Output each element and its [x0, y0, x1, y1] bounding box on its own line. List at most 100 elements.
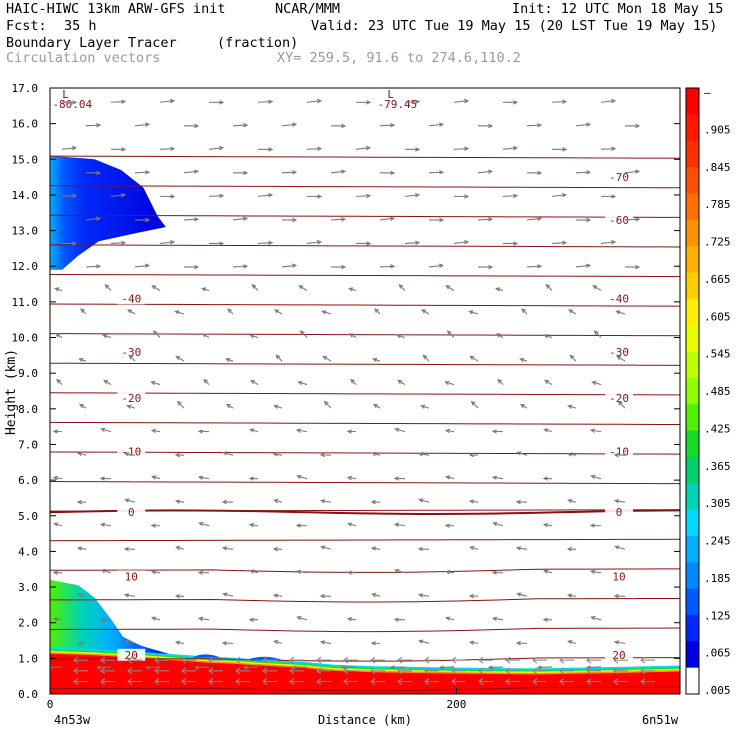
vector-shaft	[419, 640, 430, 644]
vector-head	[53, 522, 59, 527]
circulation-vector	[615, 310, 626, 315]
circulation-vector	[545, 283, 553, 291]
colorbar-segment	[686, 430, 699, 458]
vector-shaft	[591, 475, 602, 480]
circulation-vector	[257, 99, 274, 104]
vector-shaft	[297, 429, 308, 433]
circulation-vector	[516, 451, 528, 456]
vector-head	[346, 570, 352, 575]
circulation-vector	[76, 641, 87, 646]
colorbar-label: .485	[704, 385, 731, 398]
field-title: Boundary Layer Tracer	[6, 35, 177, 51]
circulation-vector	[393, 476, 406, 481]
circulation-vector	[78, 357, 87, 363]
vector-head	[322, 355, 328, 361]
circulation-vector	[99, 617, 112, 622]
vector-head	[613, 499, 620, 504]
vector-head	[297, 380, 303, 386]
vector-head	[272, 593, 279, 598]
vector-head	[262, 678, 268, 685]
vector-shaft	[243, 666, 259, 669]
colorbar-segment	[686, 140, 699, 168]
vector-head	[343, 667, 349, 675]
vector-head	[346, 475, 353, 481]
vector-shaft	[517, 451, 528, 456]
circulation-vector	[551, 99, 568, 104]
circulation-vector	[110, 240, 127, 246]
vector-shaft	[175, 310, 185, 315]
vector-shaft	[110, 101, 126, 103]
temperature-contour	[50, 303, 680, 307]
vector-head	[438, 122, 445, 127]
contour-label: -20	[609, 392, 629, 405]
circulation-vector	[519, 403, 528, 409]
circulation-vector	[159, 98, 176, 104]
contour-label-bg	[605, 445, 634, 458]
circulation-vector	[208, 241, 225, 246]
circulation-vector	[306, 194, 323, 199]
vector-head	[543, 334, 549, 339]
circulation-vector	[242, 665, 259, 670]
vector-shaft	[54, 476, 63, 480]
circulation-vector	[151, 285, 161, 291]
vector-shaft	[183, 218, 199, 221]
circulation-vector	[445, 285, 455, 291]
vector-shaft	[125, 453, 136, 456]
vector-head	[418, 639, 424, 644]
circulation-vector	[586, 656, 601, 664]
vector-head	[102, 334, 108, 339]
circulation-vector	[77, 451, 87, 457]
circulation-vector	[521, 308, 528, 315]
circulation-vector	[56, 378, 63, 385]
temperature-contour	[50, 597, 680, 603]
vector-head	[103, 379, 109, 385]
vector-head	[299, 330, 305, 336]
vector-head	[243, 264, 249, 269]
circulation-vector	[370, 546, 381, 551]
circulation-vector	[505, 678, 520, 685]
vector-head	[198, 521, 204, 527]
vector-head	[150, 428, 157, 434]
circulation-vector	[477, 169, 494, 174]
vector-head	[316, 656, 322, 664]
contour-label: -30	[609, 346, 629, 359]
circulation-vector	[418, 639, 430, 644]
circulation-vector	[151, 475, 161, 480]
vector-head	[420, 404, 426, 409]
circulation-vector	[183, 169, 200, 174]
vector-shaft	[544, 334, 553, 339]
vector-shaft	[299, 285, 308, 291]
colorbar-label: .185	[704, 572, 731, 585]
vector-head	[469, 355, 475, 361]
circulation-vector	[469, 545, 479, 551]
vector-shaft	[232, 265, 248, 268]
valid-time: Valid: 23 UTC Tue 19 May 15 (20 LST Tue …	[311, 18, 718, 34]
vector-shaft	[617, 355, 626, 362]
circulation-vector	[319, 593, 332, 599]
circulation-vector	[134, 263, 151, 269]
circulation-vector	[319, 452, 332, 458]
vector-shaft	[232, 217, 247, 221]
vector-head	[72, 193, 78, 199]
vector-shaft	[618, 401, 626, 409]
vector-head	[76, 499, 82, 505]
vector-shaft	[493, 617, 504, 621]
circulation-vector	[221, 546, 234, 551]
circulation-vector	[417, 546, 430, 552]
vector-head	[100, 656, 106, 664]
vector-shaft	[421, 405, 430, 409]
vector-head	[273, 639, 279, 645]
circulation-vector	[99, 476, 112, 481]
contour-label: -40	[121, 292, 141, 305]
vector-head	[589, 523, 595, 528]
vector-head	[389, 665, 395, 670]
vector-head	[194, 123, 200, 129]
vector-head	[393, 617, 399, 622]
circulation-vector	[159, 240, 176, 245]
vector-head	[438, 665, 444, 670]
vector-head	[586, 170, 592, 175]
circulation-vector	[248, 476, 259, 481]
circulation-vector	[221, 640, 234, 646]
temperature-contour	[50, 244, 680, 248]
vector-shaft	[600, 100, 615, 103]
